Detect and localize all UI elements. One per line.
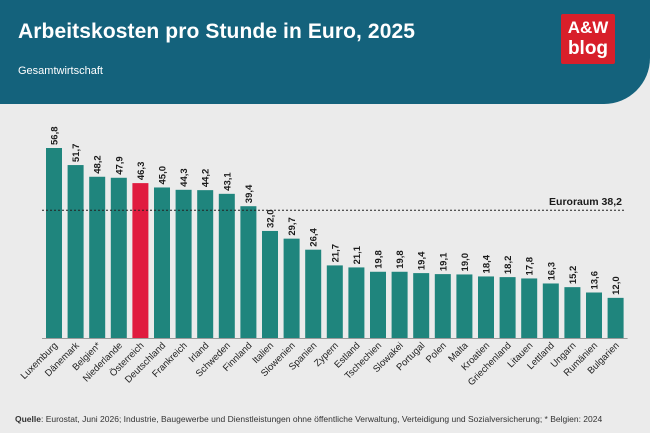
value-label-24: 15,2: [568, 266, 579, 285]
bar-26: [607, 297, 624, 338]
bar-7: [197, 190, 214, 338]
value-label-3: 47,9: [114, 156, 125, 175]
value-label-16: 19,8: [395, 250, 406, 269]
header-banner: Arbeitskosten pro Stunde in Euro, 2025 G…: [0, 0, 650, 104]
bar-20: [478, 276, 494, 338]
bar-12: [305, 249, 322, 338]
bar-11: [283, 238, 300, 338]
bar-18: [434, 274, 451, 338]
chart-title: Arbeitskosten pro Stunde in Euro, 2025: [18, 20, 416, 43]
bar-14: [348, 267, 365, 338]
value-label-20: 18,4: [482, 254, 493, 273]
value-label-18: 19,1: [438, 252, 449, 271]
value-label-7: 44,2: [201, 169, 212, 188]
bar-5: [154, 187, 170, 338]
value-label-10: 32,0: [266, 209, 277, 228]
value-label-5: 45,0: [158, 166, 169, 185]
value-label-22: 17,8: [525, 257, 536, 276]
value-label-25: 13,6: [590, 271, 601, 290]
bar-3: [110, 177, 127, 338]
value-label-21: 18,2: [503, 256, 514, 274]
value-label-23: 16,3: [546, 262, 557, 281]
bar-22: [521, 278, 538, 338]
value-label-12: 26,4: [309, 227, 320, 246]
bar-19: [456, 274, 473, 338]
aw-blog-logo[interactable]: A&W blog: [561, 14, 615, 64]
value-label-17: 19,4: [417, 251, 428, 270]
value-label-4: 46,3: [136, 162, 147, 181]
value-label-6: 44,3: [179, 168, 190, 187]
bar-8: [218, 193, 235, 338]
bar-13: [326, 265, 343, 338]
value-label-13: 21,7: [330, 244, 341, 263]
value-label-14: 21,1: [352, 245, 363, 264]
bar-10: [262, 230, 278, 338]
logo-line-1: A&W: [567, 18, 609, 37]
source-text: : Eurostat, Juni 2026; Industrie, Baugew…: [40, 414, 603, 424]
logo-line-2: blog: [567, 38, 609, 59]
bar-23: [542, 283, 559, 338]
category-label-18: Polen: [424, 340, 449, 365]
value-label-26: 12,0: [611, 276, 622, 295]
bar-1: [67, 165, 84, 338]
source-note: Quelle: Eurostat, Juni 2026; Industrie, …: [15, 414, 602, 424]
bar-2: [89, 176, 106, 338]
bar-0: [46, 148, 62, 338]
bar-9: [240, 206, 257, 338]
bar-25: [586, 292, 602, 338]
value-label-11: 29,7: [287, 217, 298, 236]
value-label-9: 39,4: [244, 184, 255, 203]
source-label: Quelle: [15, 414, 41, 424]
value-label-19: 19,0: [460, 253, 471, 272]
bar-24: [564, 287, 581, 338]
value-label-8: 43,1: [222, 172, 233, 191]
bar-16: [391, 271, 408, 338]
euroraum-label: Euroraum 38,2: [549, 196, 622, 208]
value-label-2: 48,2: [93, 155, 104, 174]
bar-6: [175, 189, 192, 338]
bar-17: [413, 273, 430, 338]
value-label-15: 19,8: [374, 250, 385, 269]
bar-4: [132, 183, 149, 338]
bar-15: [370, 271, 386, 338]
value-label-0: 56,8: [50, 127, 61, 146]
value-label-1: 51,7: [71, 144, 82, 163]
bar-21: [499, 277, 516, 338]
chart-subtitle: Gesamtwirtschaft: [18, 65, 103, 77]
